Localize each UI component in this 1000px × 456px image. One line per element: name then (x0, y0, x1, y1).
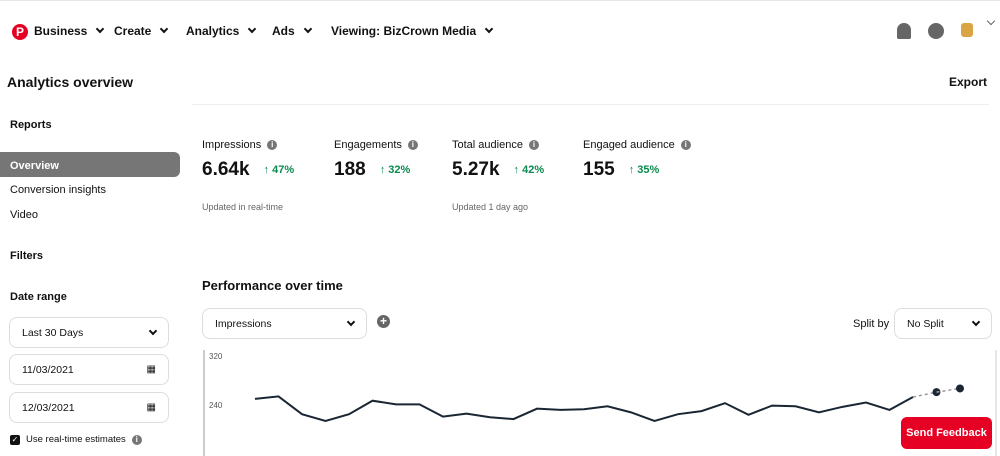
chevron-down-icon (484, 24, 494, 34)
nav-ads[interactable]: Ads (272, 24, 312, 38)
metric-engagements: Engagements i 188 ↑ 32% (334, 139, 418, 181)
split-select[interactable]: No Split (894, 308, 992, 339)
start-date-input[interactable]: 11/03/2021 ▦ (9, 354, 169, 385)
chevron-down-icon (96, 24, 105, 34)
metric-label: Engaged audience (583, 139, 675, 151)
nav-label: Viewing: BizCrown Media (331, 24, 477, 38)
chevron-down-icon (986, 16, 996, 26)
metric-change: ↑ 42% (513, 164, 545, 176)
end-date-value: 12/03/2021 (22, 401, 75, 414)
nav-label: Ads (272, 24, 295, 38)
sidebar-item-overview[interactable]: Overview (0, 152, 180, 177)
metric-value: 5.27k (452, 159, 500, 180)
info-icon[interactable]: i (131, 434, 142, 445)
metric-label: Total audience (452, 139, 523, 151)
date-range-value: Last 30 Days (22, 326, 84, 339)
chevron-down-icon (160, 24, 169, 34)
chevron-down-icon (148, 326, 158, 335)
date-range-select[interactable]: Last 30 Days (9, 317, 169, 348)
metric-select[interactable]: Impressions (202, 308, 367, 339)
y-tick-label: 240 (209, 401, 223, 410)
estimate-point[interactable] (932, 388, 941, 397)
y-tick-label: 320 (209, 352, 223, 361)
metric-total-audience: Total audience i 5.27k ↑ 42% (452, 139, 544, 181)
split-value: No Split (907, 317, 944, 330)
top-nav: P Business Create Analytics Ads Viewing:… (0, 0, 1000, 60)
update-note: Updated 1 day ago (452, 202, 529, 212)
estimate-point[interactable] (956, 384, 964, 393)
add-metric-icon[interactable]: + (377, 315, 390, 328)
performance-chart: 320 240 (203, 350, 997, 456)
bell-icon[interactable] (897, 23, 911, 39)
sidebar-item-conversion-insights[interactable]: Conversion insights (10, 184, 106, 196)
chevron-down-icon (971, 317, 981, 326)
estimate-segment (912, 391, 937, 398)
nav-business[interactable]: Business (34, 24, 105, 38)
realtime-checkbox[interactable]: ✓ (10, 434, 20, 445)
realtime-label: Use real-time estimates (26, 434, 126, 445)
metric-change: ↑ 47% (263, 164, 295, 176)
update-note: Updated in real-time (202, 202, 284, 212)
metric-impressions: Impressions i 6.64k ↑ 47% (202, 139, 294, 181)
metric-change: ↑ 32% (379, 164, 411, 176)
impressions-line (254, 395, 914, 422)
chat-icon[interactable] (928, 23, 944, 39)
pinterest-logo[interactable]: P (12, 24, 28, 40)
calendar-icon[interactable]: ▦ (146, 402, 156, 413)
split-by-label: Split by (853, 318, 890, 330)
avatar[interactable] (961, 23, 973, 37)
realtime-estimates-option: ✓ Use real-time estimates i (10, 434, 142, 445)
metric-engaged-audience: Engaged audience i 155 ↑ 35% (583, 139, 691, 181)
metric-select-value: Impressions (215, 317, 272, 330)
page-title: Analytics overview (7, 74, 134, 90)
divider (192, 104, 989, 105)
end-date-input[interactable]: 12/03/2021 ▦ (9, 392, 169, 423)
performance-title: Performance over time (202, 278, 343, 293)
reports-heading: Reports (10, 119, 52, 131)
info-icon[interactable]: i (528, 140, 539, 150)
nav-label: Business (34, 24, 88, 38)
filters-heading: Filters (10, 250, 44, 262)
info-icon[interactable]: i (267, 140, 278, 150)
metric-label: Engagements (334, 139, 402, 151)
metric-change: ↑ 35% (628, 164, 660, 176)
account-menu[interactable] (984, 16, 996, 26)
send-feedback-button[interactable]: Send Feedback (901, 417, 992, 449)
metric-value: 155 (583, 159, 615, 180)
metric-value: 188 (334, 159, 366, 180)
date-range-heading: Date range (10, 291, 67, 303)
chevron-down-icon (303, 24, 312, 34)
metric-label: Impressions (202, 139, 262, 151)
nav-label: Create (114, 24, 152, 38)
nav-label: Analytics (186, 24, 240, 38)
sidebar-item-video[interactable]: Video (10, 209, 38, 221)
info-icon[interactable]: i (680, 140, 691, 150)
nav-viewing-account[interactable]: Viewing: BizCrown Media (331, 24, 494, 38)
nav-analytics[interactable]: Analytics (186, 24, 257, 38)
nav-create[interactable]: Create (114, 24, 169, 38)
chevron-down-icon (346, 317, 356, 326)
chevron-down-icon (248, 24, 257, 34)
info-icon[interactable]: i (407, 140, 418, 150)
calendar-icon[interactable]: ▦ (146, 364, 156, 375)
metric-value: 6.64k (202, 159, 250, 180)
start-date-value: 11/03/2021 (22, 363, 74, 376)
export-button[interactable]: Export (948, 75, 987, 89)
